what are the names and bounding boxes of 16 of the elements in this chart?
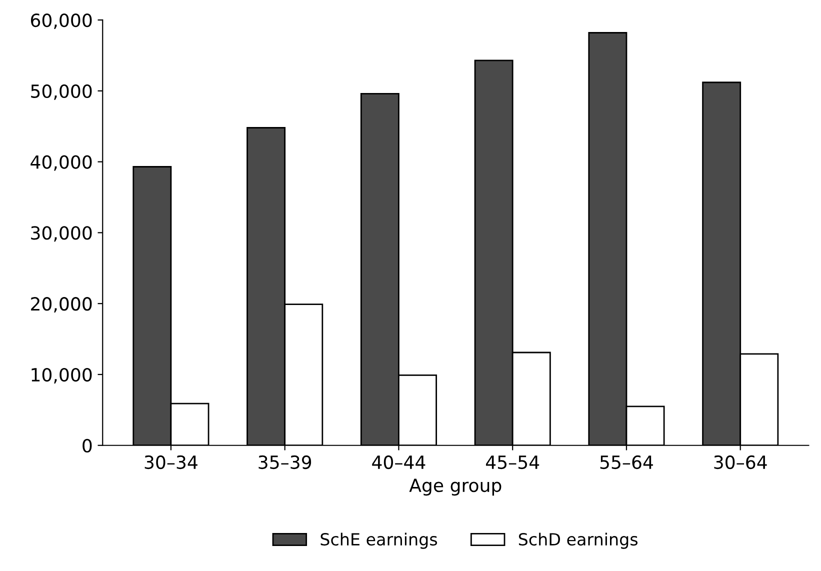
y-tick-label: 0 bbox=[82, 438, 92, 452]
y-tick-label: 50,000 bbox=[31, 84, 92, 100]
x-tick-label: 30–34 bbox=[144, 455, 198, 470]
x-tick-label: 45–54 bbox=[486, 456, 540, 470]
x-tick-label: 35–39 bbox=[258, 455, 312, 470]
x-axis-title: Age group bbox=[409, 478, 502, 496]
x-tick-label: 55–64 bbox=[600, 455, 653, 470]
legend-label: SchE earnings bbox=[320, 532, 438, 549]
y-tick-label: 20,000 bbox=[31, 297, 92, 313]
legend-label: SchD earnings bbox=[518, 532, 638, 549]
y-tick-label: 10,000 bbox=[32, 368, 92, 384]
y-tick-label: 40,000 bbox=[30, 155, 92, 171]
y-tick-label: 30,000 bbox=[31, 226, 92, 242]
x-tick-label: 40–44 bbox=[372, 455, 426, 470]
y-tick-label: 60,000 bbox=[30, 13, 92, 29]
x-tick-label: 30–64 bbox=[714, 455, 767, 470]
